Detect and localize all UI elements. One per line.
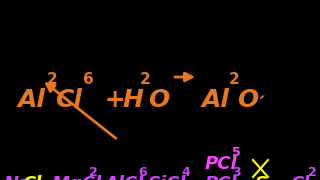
Text: Na: Na — [4, 175, 31, 180]
Text: Al: Al — [18, 88, 46, 112]
Text: 2: 2 — [89, 166, 98, 179]
Text: 2: 2 — [140, 72, 151, 87]
Text: 2: 2 — [229, 72, 240, 87]
Text: O: O — [148, 88, 169, 112]
Text: S: S — [255, 175, 268, 180]
Text: PCl: PCl — [205, 155, 238, 173]
Text: PCl: PCl — [205, 175, 238, 180]
Text: 2: 2 — [308, 166, 317, 179]
Text: AlCl: AlCl — [104, 175, 143, 180]
Text: 3: 3 — [232, 166, 241, 179]
Text: 6: 6 — [83, 72, 94, 87]
Text: MgCl: MgCl — [52, 175, 102, 180]
Text: 2: 2 — [47, 72, 58, 87]
Text: ´: ´ — [256, 96, 266, 115]
Text: O: O — [237, 88, 258, 112]
Text: Cl: Cl — [290, 175, 309, 180]
Text: Cl: Cl — [55, 88, 82, 112]
Text: 6: 6 — [138, 166, 147, 179]
Text: Al: Al — [202, 88, 230, 112]
Text: SiCl: SiCl — [148, 175, 187, 180]
Text: 5: 5 — [232, 146, 241, 159]
Text: H: H — [122, 88, 143, 112]
Text: 4: 4 — [181, 166, 190, 179]
Text: Cl: Cl — [22, 175, 41, 180]
Text: +: + — [96, 88, 134, 112]
